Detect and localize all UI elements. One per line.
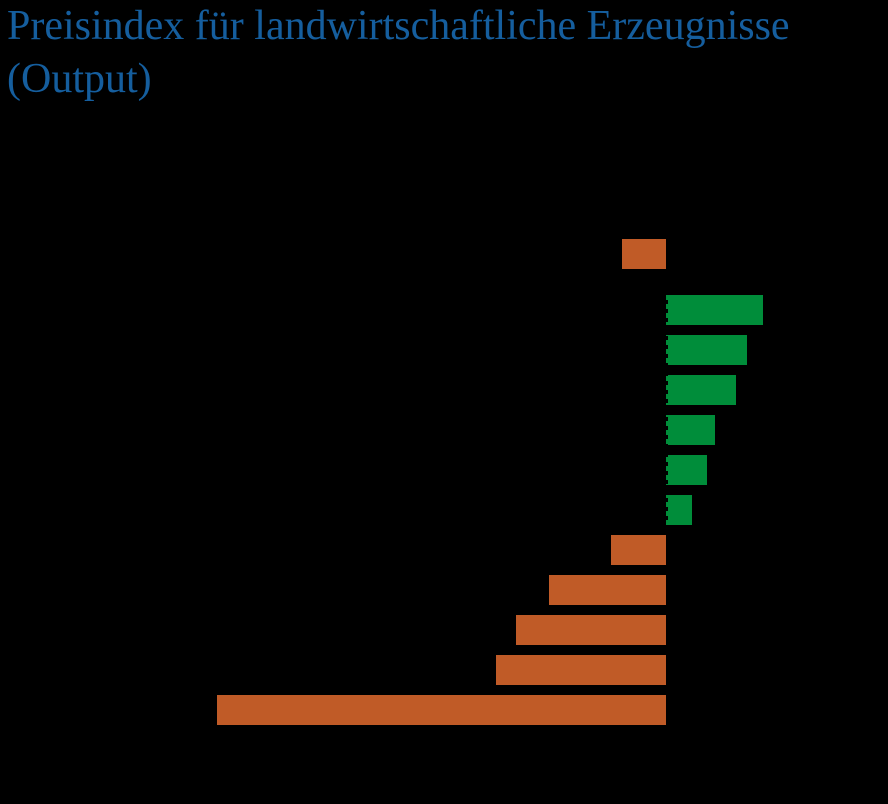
bar-negative <box>516 615 666 645</box>
bar-negative <box>622 239 666 269</box>
bar-negative <box>611 535 666 565</box>
bar-positive <box>666 295 763 325</box>
bar-negative <box>496 655 666 685</box>
zero-axis-line <box>666 237 668 728</box>
bar-positive <box>666 335 747 365</box>
bar-positive <box>666 455 707 485</box>
bar-positive <box>666 415 715 445</box>
bar-positive <box>666 495 692 525</box>
bar-negative <box>217 695 666 725</box>
bar-positive <box>666 375 736 405</box>
chart-title-line2: (Output) <box>7 56 152 102</box>
chart-title-line1: Preisindex für landwirtschaftliche Erzeu… <box>7 3 790 49</box>
chart-title: Preisindex für landwirtschaftliche Erzeu… <box>7 0 790 106</box>
bar-negative <box>549 575 666 605</box>
